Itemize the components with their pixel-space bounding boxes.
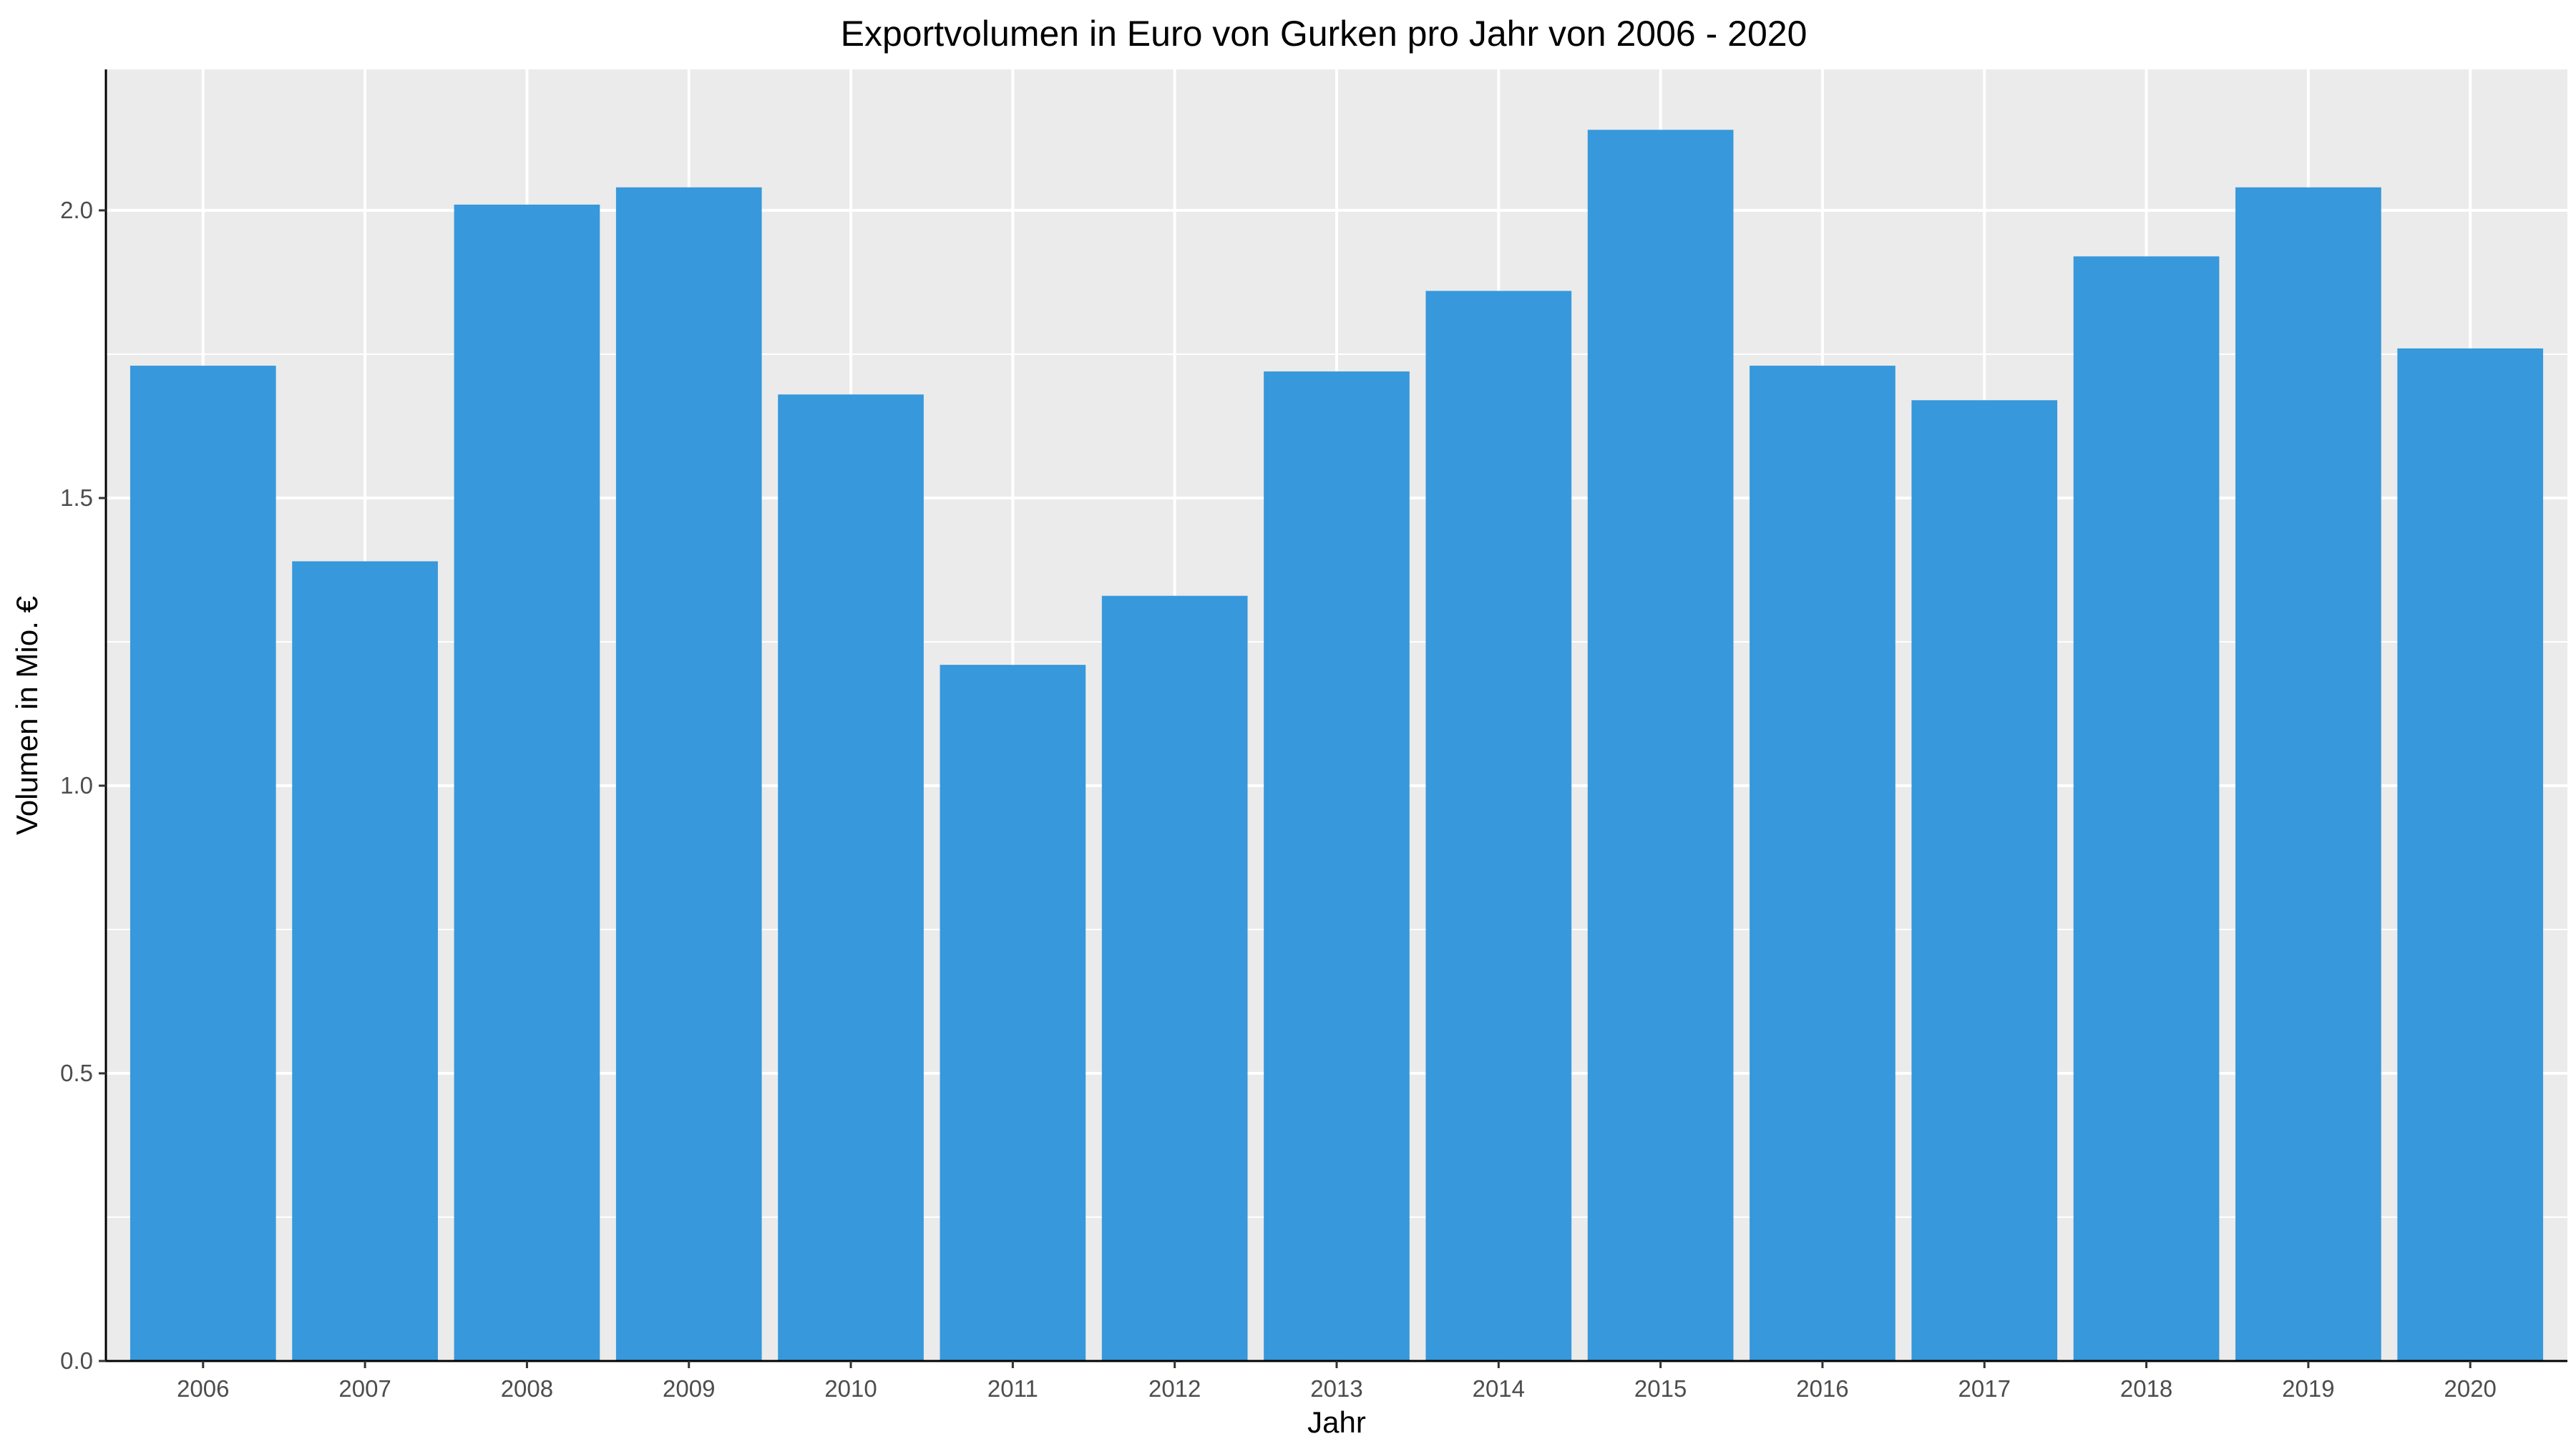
bar-2018 <box>2073 256 2220 1362</box>
y-tick-label: 1.0 <box>60 772 93 799</box>
bar-2006 <box>130 366 276 1361</box>
x-tick-label: 2009 <box>663 1375 715 1402</box>
x-tick-label: 2007 <box>338 1375 391 1402</box>
bar-2019 <box>2235 187 2381 1362</box>
y-axis-title: Volumen in Mio. € <box>10 596 44 835</box>
bar-2017 <box>1911 400 2058 1361</box>
x-tick-label: 2020 <box>2444 1375 2496 1402</box>
x-tick-label: 2015 <box>1634 1375 1687 1402</box>
bars <box>130 130 2544 1362</box>
bar-2015 <box>1587 130 1734 1362</box>
chart-title: Exportvolumen in Euro von Gurken pro Jah… <box>841 14 1807 54</box>
x-tick-label: 2012 <box>1148 1375 1201 1402</box>
y-axis-ticks: 0.0 0.5 1.0 1.5 2.0 <box>60 197 106 1374</box>
x-tick-label: 2008 <box>501 1375 553 1402</box>
x-tick-label: 2013 <box>1310 1375 1362 1402</box>
x-tick-label: 2018 <box>2120 1375 2172 1402</box>
bar-2009 <box>615 187 762 1362</box>
y-tick-label: 1.5 <box>60 484 93 511</box>
bar-2013 <box>1264 371 1410 1361</box>
y-tick-label: 0.5 <box>60 1060 93 1086</box>
bar-2014 <box>1425 291 1572 1361</box>
x-axis-title: Jahr <box>1307 1405 1366 1439</box>
bar-2010 <box>778 394 924 1361</box>
y-tick-label: 2.0 <box>60 197 93 223</box>
x-tick-label: 2011 <box>987 1375 1038 1402</box>
x-tick-label: 2010 <box>824 1375 877 1402</box>
x-axis-ticks: 2006 2007 2008 2009 2010 2011 2012 2013 2014 2015… <box>177 1361 2497 1402</box>
bar-2012 <box>1101 595 1248 1361</box>
bar-2020 <box>2397 348 2544 1361</box>
y-tick-label: 0.0 <box>60 1347 93 1374</box>
x-tick-label: 2014 <box>1473 1375 1525 1402</box>
bar-2008 <box>454 204 600 1361</box>
bar-2016 <box>1750 366 1896 1361</box>
bar-2011 <box>940 665 1086 1361</box>
x-tick-label: 2019 <box>2282 1375 2334 1402</box>
x-tick-label: 2017 <box>1958 1375 2011 1402</box>
x-tick-label: 2016 <box>1796 1375 1848 1402</box>
bar-2007 <box>292 561 438 1361</box>
x-tick-label: 2006 <box>177 1375 229 1402</box>
